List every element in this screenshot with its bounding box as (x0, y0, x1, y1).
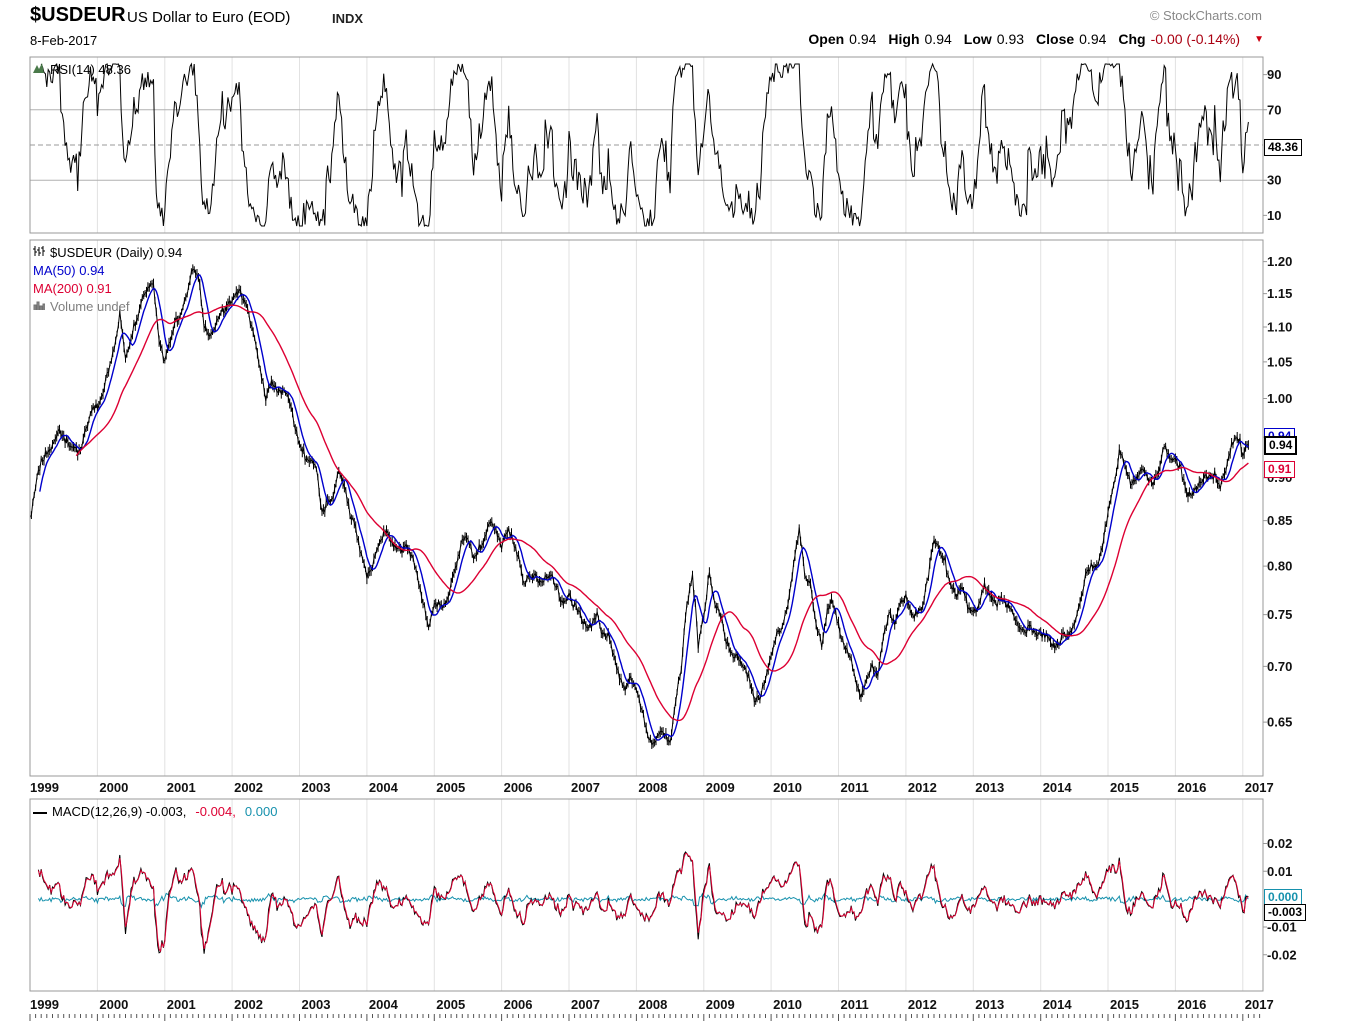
svg-text:1999: 1999 (30, 997, 59, 1012)
svg-text:2001: 2001 (167, 997, 196, 1012)
svg-text:2015: 2015 (1110, 997, 1139, 1012)
svg-text:1999: 1999 (30, 780, 59, 795)
svg-text:2009: 2009 (706, 780, 735, 795)
volume-legend-icon (33, 298, 46, 315)
svg-text:90: 90 (1267, 67, 1281, 82)
svg-text:2002: 2002 (234, 997, 263, 1012)
chg-label: Chg (1118, 31, 1146, 47)
close-label: Close (1036, 31, 1075, 47)
svg-text:2001: 2001 (167, 780, 196, 795)
open-value: 0.94 (849, 31, 877, 47)
svg-text:2002: 2002 (234, 780, 263, 795)
macd-legend-icon (33, 803, 47, 820)
ma200-value-box: 0.91 (1264, 461, 1296, 478)
rsi-legend-icon (33, 61, 45, 78)
macd-hist-label: 0.000 (244, 804, 278, 819)
rsi-legend-label: RSI(14) 48.36 (50, 62, 131, 77)
svg-text:1.20: 1.20 (1267, 254, 1292, 269)
macd-value-box: -0.003 (1264, 904, 1307, 921)
macd-legend: MACD(12,26,9) -0.003, -0.004, 0.000 (33, 803, 277, 821)
svg-text:2010: 2010 (773, 997, 802, 1012)
svg-text:2000: 2000 (99, 997, 128, 1012)
svg-text:1.00: 1.00 (1267, 391, 1292, 406)
svg-text:2011: 2011 (841, 997, 869, 1012)
macd-signal-label: -0.004, (195, 804, 236, 819)
svg-text:0.85: 0.85 (1267, 513, 1292, 528)
svg-text:2014: 2014 (1043, 997, 1073, 1012)
close-value: 0.94 (1079, 31, 1107, 47)
svg-text:0.01: 0.01 (1267, 864, 1292, 879)
hist-value-box: 0.000 (1264, 889, 1303, 906)
down-triangle-icon: ▼ (1254, 33, 1264, 45)
svg-text:2012: 2012 (908, 997, 937, 1012)
chart-title: US Dollar to Euro (EOD) (127, 9, 291, 26)
svg-text:1.10: 1.10 (1267, 320, 1292, 335)
price-legend-icon (33, 244, 45, 261)
svg-text:2008: 2008 (638, 997, 667, 1012)
low-value: 0.93 (996, 31, 1025, 47)
svg-text:2011: 2011 (841, 780, 869, 795)
svg-text:2007: 2007 (571, 780, 600, 795)
svg-text:2006: 2006 (504, 997, 533, 1012)
svg-text:0.02: 0.02 (1267, 836, 1292, 851)
svg-text:2017: 2017 (1245, 997, 1274, 1012)
svg-text:2005: 2005 (436, 780, 465, 795)
close-value-box: 0.94 (1264, 436, 1298, 455)
svg-text:2004: 2004 (369, 997, 399, 1012)
svg-text:30: 30 (1267, 173, 1281, 188)
high-label: High (888, 31, 920, 47)
svg-text:2016: 2016 (1177, 997, 1206, 1012)
svg-text:0.70: 0.70 (1267, 659, 1292, 674)
svg-text:2003: 2003 (302, 780, 331, 795)
rsi-legend: RSI(14) 48.36 (33, 61, 131, 79)
svg-text:2013: 2013 (975, 997, 1004, 1012)
macd-line-label: MACD(12,26,9) -0.003, (52, 804, 187, 819)
price-legend: $USDEUR (Daily) 0.94 MA(50) 0.94 MA(200)… (33, 244, 182, 316)
svg-text:2005: 2005 (436, 997, 465, 1012)
svg-text:2013: 2013 (975, 780, 1004, 795)
ma200-legend-label: MA(200) 0.91 (33, 281, 112, 296)
volume-legend-label: Volume undef (50, 299, 130, 314)
chart-date: 8-Feb-2017 (30, 33, 98, 48)
ma50-legend-label: MA(50) 0.94 (33, 263, 105, 278)
svg-text:2006: 2006 (504, 780, 533, 795)
svg-text:2017: 2017 (1245, 780, 1274, 795)
chg-value: -0.00 (-0.14%) (1150, 31, 1241, 47)
svg-text:0.80: 0.80 (1267, 559, 1292, 574)
svg-text:2009: 2009 (706, 997, 735, 1012)
svg-text:2010: 2010 (773, 780, 802, 795)
price-legend-label: $USDEUR (Daily) 0.94 (50, 245, 183, 260)
svg-text:2003: 2003 (302, 997, 331, 1012)
svg-text:2007: 2007 (571, 997, 600, 1012)
quote-bar: Open 0.94 High 0.94 Low 0.93 Close 0.94 … (808, 31, 1264, 47)
svg-text:2015: 2015 (1110, 780, 1139, 795)
credit: © StockCharts.com (1149, 8, 1262, 23)
svg-text:-0.02: -0.02 (1267, 947, 1297, 962)
svg-text:10: 10 (1267, 208, 1281, 223)
svg-text:1.15: 1.15 (1267, 286, 1292, 301)
svg-text:2008: 2008 (638, 780, 667, 795)
low-label: Low (963, 31, 992, 47)
high-value: 0.94 (924, 31, 952, 47)
svg-text:2000: 2000 (99, 780, 128, 795)
rsi-value-box: 48.36 (1264, 139, 1303, 156)
svg-text:0.75: 0.75 (1267, 607, 1292, 622)
svg-text:2004: 2004 (369, 780, 399, 795)
svg-text:0.65: 0.65 (1267, 715, 1292, 730)
svg-text:2014: 2014 (1043, 780, 1073, 795)
svg-text:2016: 2016 (1177, 780, 1206, 795)
svg-text:70: 70 (1267, 102, 1281, 117)
symbol: $USDEUR (30, 4, 126, 26)
svg-text:-0.01: -0.01 (1267, 920, 1297, 935)
svg-text:1.05: 1.05 (1267, 354, 1292, 369)
svg-text:2012: 2012 (908, 780, 937, 795)
exchange-label: INDX (332, 11, 364, 26)
open-label: Open (808, 31, 845, 47)
